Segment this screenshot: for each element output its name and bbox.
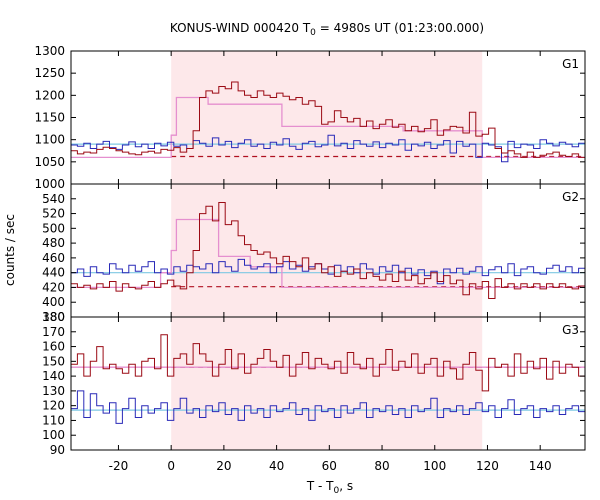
x-tick-label: -20 (109, 459, 129, 473)
y-tick-label: 520 (42, 207, 65, 221)
background-lightcurve (71, 390, 585, 424)
panel-frame (70, 316, 586, 451)
y-tick-label: 500 (42, 221, 65, 235)
y-tick-label: 1050 (34, 155, 65, 169)
y-tick-label: 130 (42, 384, 65, 398)
y-tick-label: 440 (42, 266, 65, 280)
y-tick-label: 110 (42, 413, 65, 427)
y-tick-label: 480 (42, 236, 65, 250)
y-tick-label: 1300 (34, 44, 65, 58)
x-tick-label: 20 (216, 459, 231, 473)
source-lightcurve (71, 334, 585, 392)
y-tick-label: 100 (42, 428, 65, 442)
plot-area: 1000105011001150120012501300G13804004204… (34, 44, 586, 473)
shaded-interval (171, 184, 483, 317)
panel-g1: 1000 1050 1100 1150 1200 1250 1300 G1 (34, 44, 586, 191)
y-tick-label: 120 (42, 399, 65, 413)
panel-label: G1 (562, 57, 579, 71)
x-tick-label: 100 (423, 459, 446, 473)
x-tick-label: 40 (269, 459, 284, 473)
y-tick-label: 1250 (34, 66, 65, 80)
chart-title: KONUS-WIND 000420 T0 = 4980s UT (01:23:0… (170, 21, 484, 38)
x-tick-label: 140 (529, 459, 552, 473)
x-tick-label: 80 (374, 459, 389, 473)
y-tick-label: 1150 (34, 111, 65, 125)
y-tick-label: 460 (42, 251, 65, 265)
shaded-interval (171, 317, 483, 450)
y-tick-label: 420 (42, 280, 65, 294)
source-lightcurve (71, 202, 585, 299)
y-tick-label: 150 (42, 354, 65, 368)
y-axis-label: counts / sec (3, 214, 17, 286)
y-tick-label: 160 (42, 340, 65, 354)
y-tick-label: 1200 (34, 88, 65, 102)
y-tick-label: 380 (42, 310, 65, 324)
panel-label: G3 (562, 323, 579, 337)
x-axis-label: T - T0, s (306, 479, 353, 496)
panel-label: G2 (562, 190, 579, 204)
source-lightcurve (71, 81, 585, 158)
y-tick-label: 400 (42, 295, 65, 309)
y-tick-label: 140 (42, 369, 65, 383)
y-tick-label: 1000 (34, 177, 65, 191)
y-tick-label: 540 (42, 192, 65, 206)
x-tick-label: 0 (167, 459, 175, 473)
background-lightcurve (71, 134, 585, 163)
y-tick-label: 180 (42, 310, 65, 324)
y-tick-label: 90 (50, 443, 65, 457)
x-tick-label: 120 (476, 459, 499, 473)
shaded-interval (171, 51, 483, 184)
x-tick-label: 60 (322, 459, 337, 473)
y-tick-label: 170 (42, 325, 65, 339)
y-tick-label: 1100 (34, 133, 65, 147)
